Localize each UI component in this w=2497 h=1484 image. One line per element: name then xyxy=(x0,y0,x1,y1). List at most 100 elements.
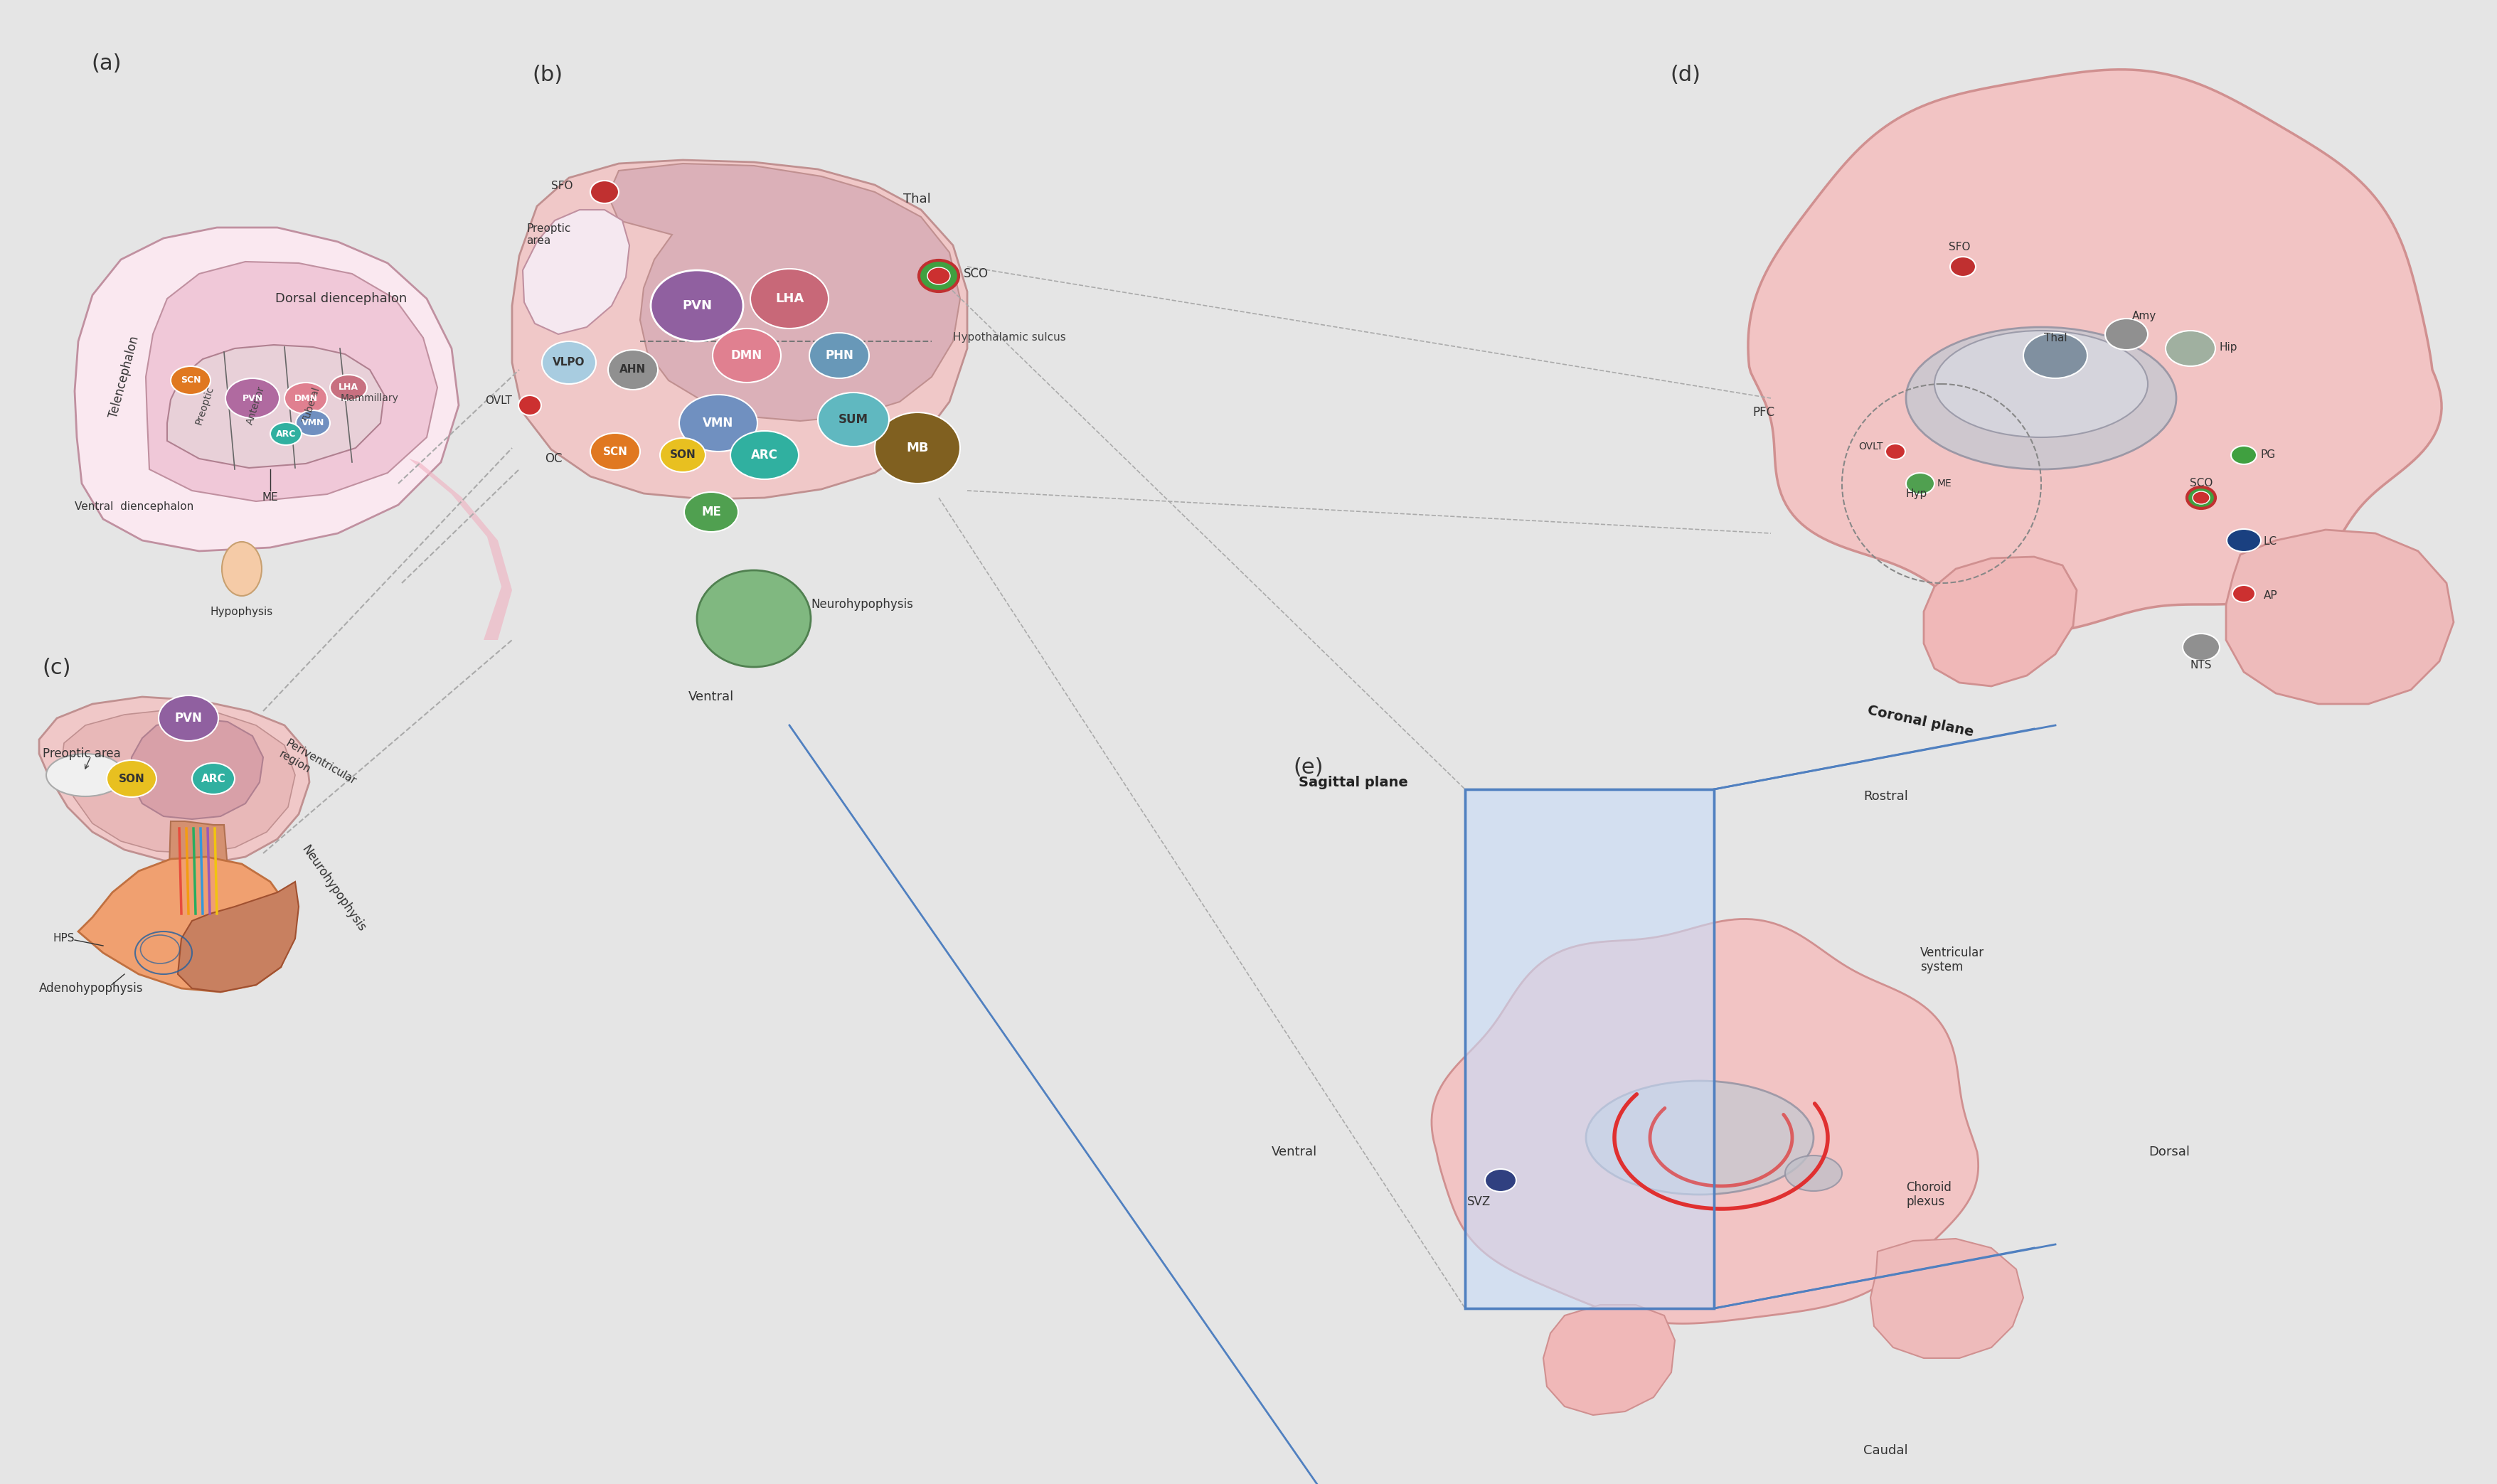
Ellipse shape xyxy=(1586,1080,1813,1195)
Ellipse shape xyxy=(270,423,302,445)
Text: Neurohypophysis: Neurohypophysis xyxy=(812,598,914,611)
Bar xyxy=(1466,789,1713,1309)
Polygon shape xyxy=(1870,1239,2023,1358)
Text: Neurohypophysis: Neurohypophysis xyxy=(300,843,367,935)
Text: SFO: SFO xyxy=(1948,242,1970,252)
Ellipse shape xyxy=(1905,473,1935,494)
Text: ARC: ARC xyxy=(275,429,297,438)
Text: NTS: NTS xyxy=(2190,659,2212,671)
Ellipse shape xyxy=(697,570,812,666)
Ellipse shape xyxy=(2187,487,2215,509)
Polygon shape xyxy=(170,821,227,914)
Ellipse shape xyxy=(47,754,125,797)
Text: SFO: SFO xyxy=(552,181,572,191)
Ellipse shape xyxy=(192,763,235,794)
Ellipse shape xyxy=(684,493,739,531)
Text: SUM: SUM xyxy=(839,413,869,426)
Text: VLPO: VLPO xyxy=(552,358,584,368)
Ellipse shape xyxy=(2192,491,2210,505)
Text: Caudal: Caudal xyxy=(1863,1444,1908,1457)
Polygon shape xyxy=(2225,530,2455,703)
Ellipse shape xyxy=(809,332,869,378)
Ellipse shape xyxy=(749,269,829,328)
Text: DMN: DMN xyxy=(732,349,762,362)
Ellipse shape xyxy=(874,413,961,484)
Ellipse shape xyxy=(330,375,367,401)
Ellipse shape xyxy=(609,350,657,390)
Text: (b): (b) xyxy=(532,64,562,85)
Polygon shape xyxy=(522,209,629,334)
Ellipse shape xyxy=(2105,319,2147,350)
Text: (a): (a) xyxy=(92,53,122,74)
Ellipse shape xyxy=(1785,1156,1843,1192)
Ellipse shape xyxy=(1950,257,1975,276)
Polygon shape xyxy=(177,881,300,991)
Text: Rostral: Rostral xyxy=(1863,789,1908,803)
Ellipse shape xyxy=(712,328,782,383)
Polygon shape xyxy=(609,163,961,421)
Text: HPS: HPS xyxy=(52,933,75,944)
Text: LHA: LHA xyxy=(340,383,360,392)
Ellipse shape xyxy=(679,395,757,451)
Text: VMN: VMN xyxy=(302,418,325,427)
Text: Hyp: Hyp xyxy=(1905,488,1928,500)
Text: AHN: AHN xyxy=(619,365,647,375)
Polygon shape xyxy=(1923,556,2078,686)
Polygon shape xyxy=(167,344,385,467)
Text: LC: LC xyxy=(2265,537,2277,548)
Text: SCO: SCO xyxy=(964,267,989,280)
Ellipse shape xyxy=(1905,326,2177,469)
Ellipse shape xyxy=(225,378,280,418)
Ellipse shape xyxy=(589,181,619,203)
Ellipse shape xyxy=(295,410,330,436)
Text: Ventral: Ventral xyxy=(1271,1146,1318,1159)
Bar xyxy=(1466,789,1713,1309)
Text: Dorsal diencephalon: Dorsal diencephalon xyxy=(275,292,407,306)
Text: PFC: PFC xyxy=(1753,407,1775,418)
Polygon shape xyxy=(1748,70,2442,632)
Text: SCO: SCO xyxy=(2190,478,2212,488)
Text: Ventral  diencephalon: Ventral diencephalon xyxy=(75,502,195,512)
Polygon shape xyxy=(62,709,295,853)
Polygon shape xyxy=(77,856,292,991)
Text: Preoptic
area: Preoptic area xyxy=(527,223,572,246)
Text: LHA: LHA xyxy=(774,292,804,306)
Ellipse shape xyxy=(919,260,959,291)
Text: Hypothalamic sulcus: Hypothalamic sulcus xyxy=(954,332,1066,343)
Ellipse shape xyxy=(107,760,157,797)
Ellipse shape xyxy=(170,367,210,395)
Text: SVZ: SVZ xyxy=(1468,1195,1491,1208)
Text: (d): (d) xyxy=(1670,64,1700,85)
Text: Ventricular
system: Ventricular system xyxy=(1920,947,1985,974)
Text: SCN: SCN xyxy=(180,375,200,384)
Ellipse shape xyxy=(2227,528,2260,552)
Text: Coronal plane: Coronal plane xyxy=(1865,703,1975,739)
Ellipse shape xyxy=(519,395,542,416)
Text: Preoptic: Preoptic xyxy=(195,384,215,426)
Text: ARC: ARC xyxy=(752,448,779,462)
Text: PHN: PHN xyxy=(824,349,854,362)
Polygon shape xyxy=(1543,1304,1675,1416)
Text: Hip: Hip xyxy=(2220,341,2237,352)
Text: DMN: DMN xyxy=(295,393,317,402)
Text: Sagittal plane: Sagittal plane xyxy=(1298,776,1408,789)
Text: AP: AP xyxy=(2265,589,2277,601)
Ellipse shape xyxy=(652,270,744,341)
Text: Thal: Thal xyxy=(2043,332,2068,343)
Polygon shape xyxy=(145,261,437,502)
Polygon shape xyxy=(40,697,310,864)
Ellipse shape xyxy=(542,341,597,384)
Ellipse shape xyxy=(589,433,639,470)
Text: ME: ME xyxy=(702,506,722,518)
Text: PVN: PVN xyxy=(242,393,262,402)
Ellipse shape xyxy=(659,438,707,472)
Text: Periventricular
region: Periventricular region xyxy=(277,738,357,798)
Ellipse shape xyxy=(2182,634,2220,660)
Text: Dorsal: Dorsal xyxy=(2147,1146,2190,1159)
Text: VMN: VMN xyxy=(704,417,734,429)
Text: Hypophysis: Hypophysis xyxy=(210,605,272,617)
Ellipse shape xyxy=(2232,585,2255,603)
Text: ARC: ARC xyxy=(202,773,225,784)
Polygon shape xyxy=(75,227,459,551)
Text: SON: SON xyxy=(117,773,145,784)
